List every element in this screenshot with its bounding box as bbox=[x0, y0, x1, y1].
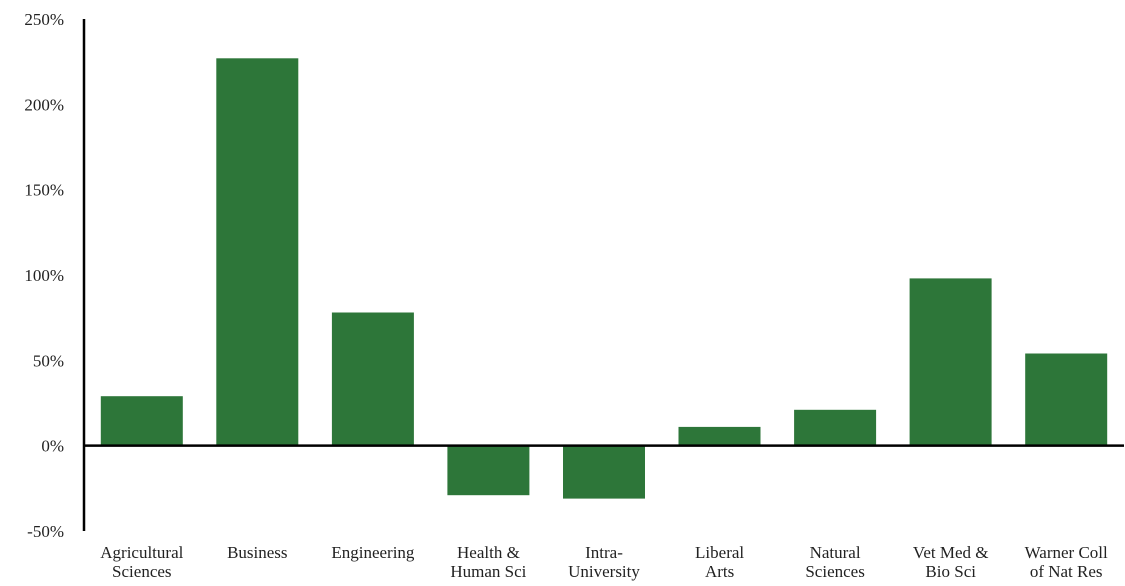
x-category-label: Warner Coll of Nat Res bbox=[1025, 543, 1108, 581]
y-tick-label: 0% bbox=[41, 437, 64, 456]
axes bbox=[82, 19, 1124, 531]
y-tick-label: 200% bbox=[24, 95, 64, 114]
bar-warner-coll-of-nat-res bbox=[1025, 353, 1108, 446]
bar-agricultural-sciences bbox=[100, 396, 183, 446]
x-category-label-line: Intra- bbox=[585, 543, 623, 562]
x-category-label: Business bbox=[227, 543, 287, 562]
y-axis-tick-labels: -50% 0% 50% 100% 150% 200% 250% bbox=[24, 10, 64, 541]
x-category-label-line: Liberal bbox=[695, 543, 744, 562]
x-category-label-line: Engineering bbox=[331, 543, 415, 562]
x-category-label-line: Human Sci bbox=[450, 562, 526, 581]
bar-vet-med-bio-sci bbox=[909, 278, 992, 446]
y-tick-label: 50% bbox=[33, 351, 64, 370]
x-category-label-line: Bio Sci bbox=[925, 562, 976, 581]
x-category-label-line: Warner Coll bbox=[1025, 543, 1108, 562]
x-category-label-line: Sciences bbox=[112, 562, 171, 581]
bar-health-human-sci bbox=[447, 445, 530, 496]
y-tick-label: 250% bbox=[24, 10, 64, 29]
bar-liberal-arts bbox=[678, 426, 761, 446]
y-tick-label: -50% bbox=[27, 522, 64, 541]
x-category-label: Intra-University bbox=[568, 543, 640, 581]
x-category-label: Engineering bbox=[331, 543, 415, 562]
bar-business bbox=[216, 58, 299, 446]
y-tick-label: 150% bbox=[24, 181, 64, 200]
x-category-label: Vet Med & Bio Sci bbox=[913, 543, 989, 581]
x-category-label: Health & Human Sci bbox=[450, 543, 526, 581]
bar-natural-sciences bbox=[794, 409, 877, 446]
x-category-label-line: Health & bbox=[457, 543, 520, 562]
x-category-label-line: Agricultural bbox=[100, 543, 183, 562]
x-category-label: Liberal Arts bbox=[695, 543, 744, 581]
x-category-label: Natural Sciences bbox=[805, 543, 864, 581]
x-category-label-line: Sciences bbox=[805, 562, 864, 581]
x-category-label-line: University bbox=[568, 562, 640, 581]
y-tick-label: 100% bbox=[24, 266, 64, 285]
x-category-label: Agricultural Sciences bbox=[100, 543, 183, 581]
x-category-label-line: Business bbox=[227, 543, 287, 562]
bar-engineering bbox=[331, 312, 414, 446]
x-category-label-line: Arts bbox=[705, 562, 734, 581]
bar-intra-university bbox=[563, 445, 645, 499]
bars bbox=[100, 58, 1108, 499]
x-category-label-line: of Nat Res bbox=[1030, 562, 1103, 581]
x-category-label-line: Natural bbox=[810, 543, 861, 562]
x-category-label-line: Vet Med & bbox=[913, 543, 989, 562]
